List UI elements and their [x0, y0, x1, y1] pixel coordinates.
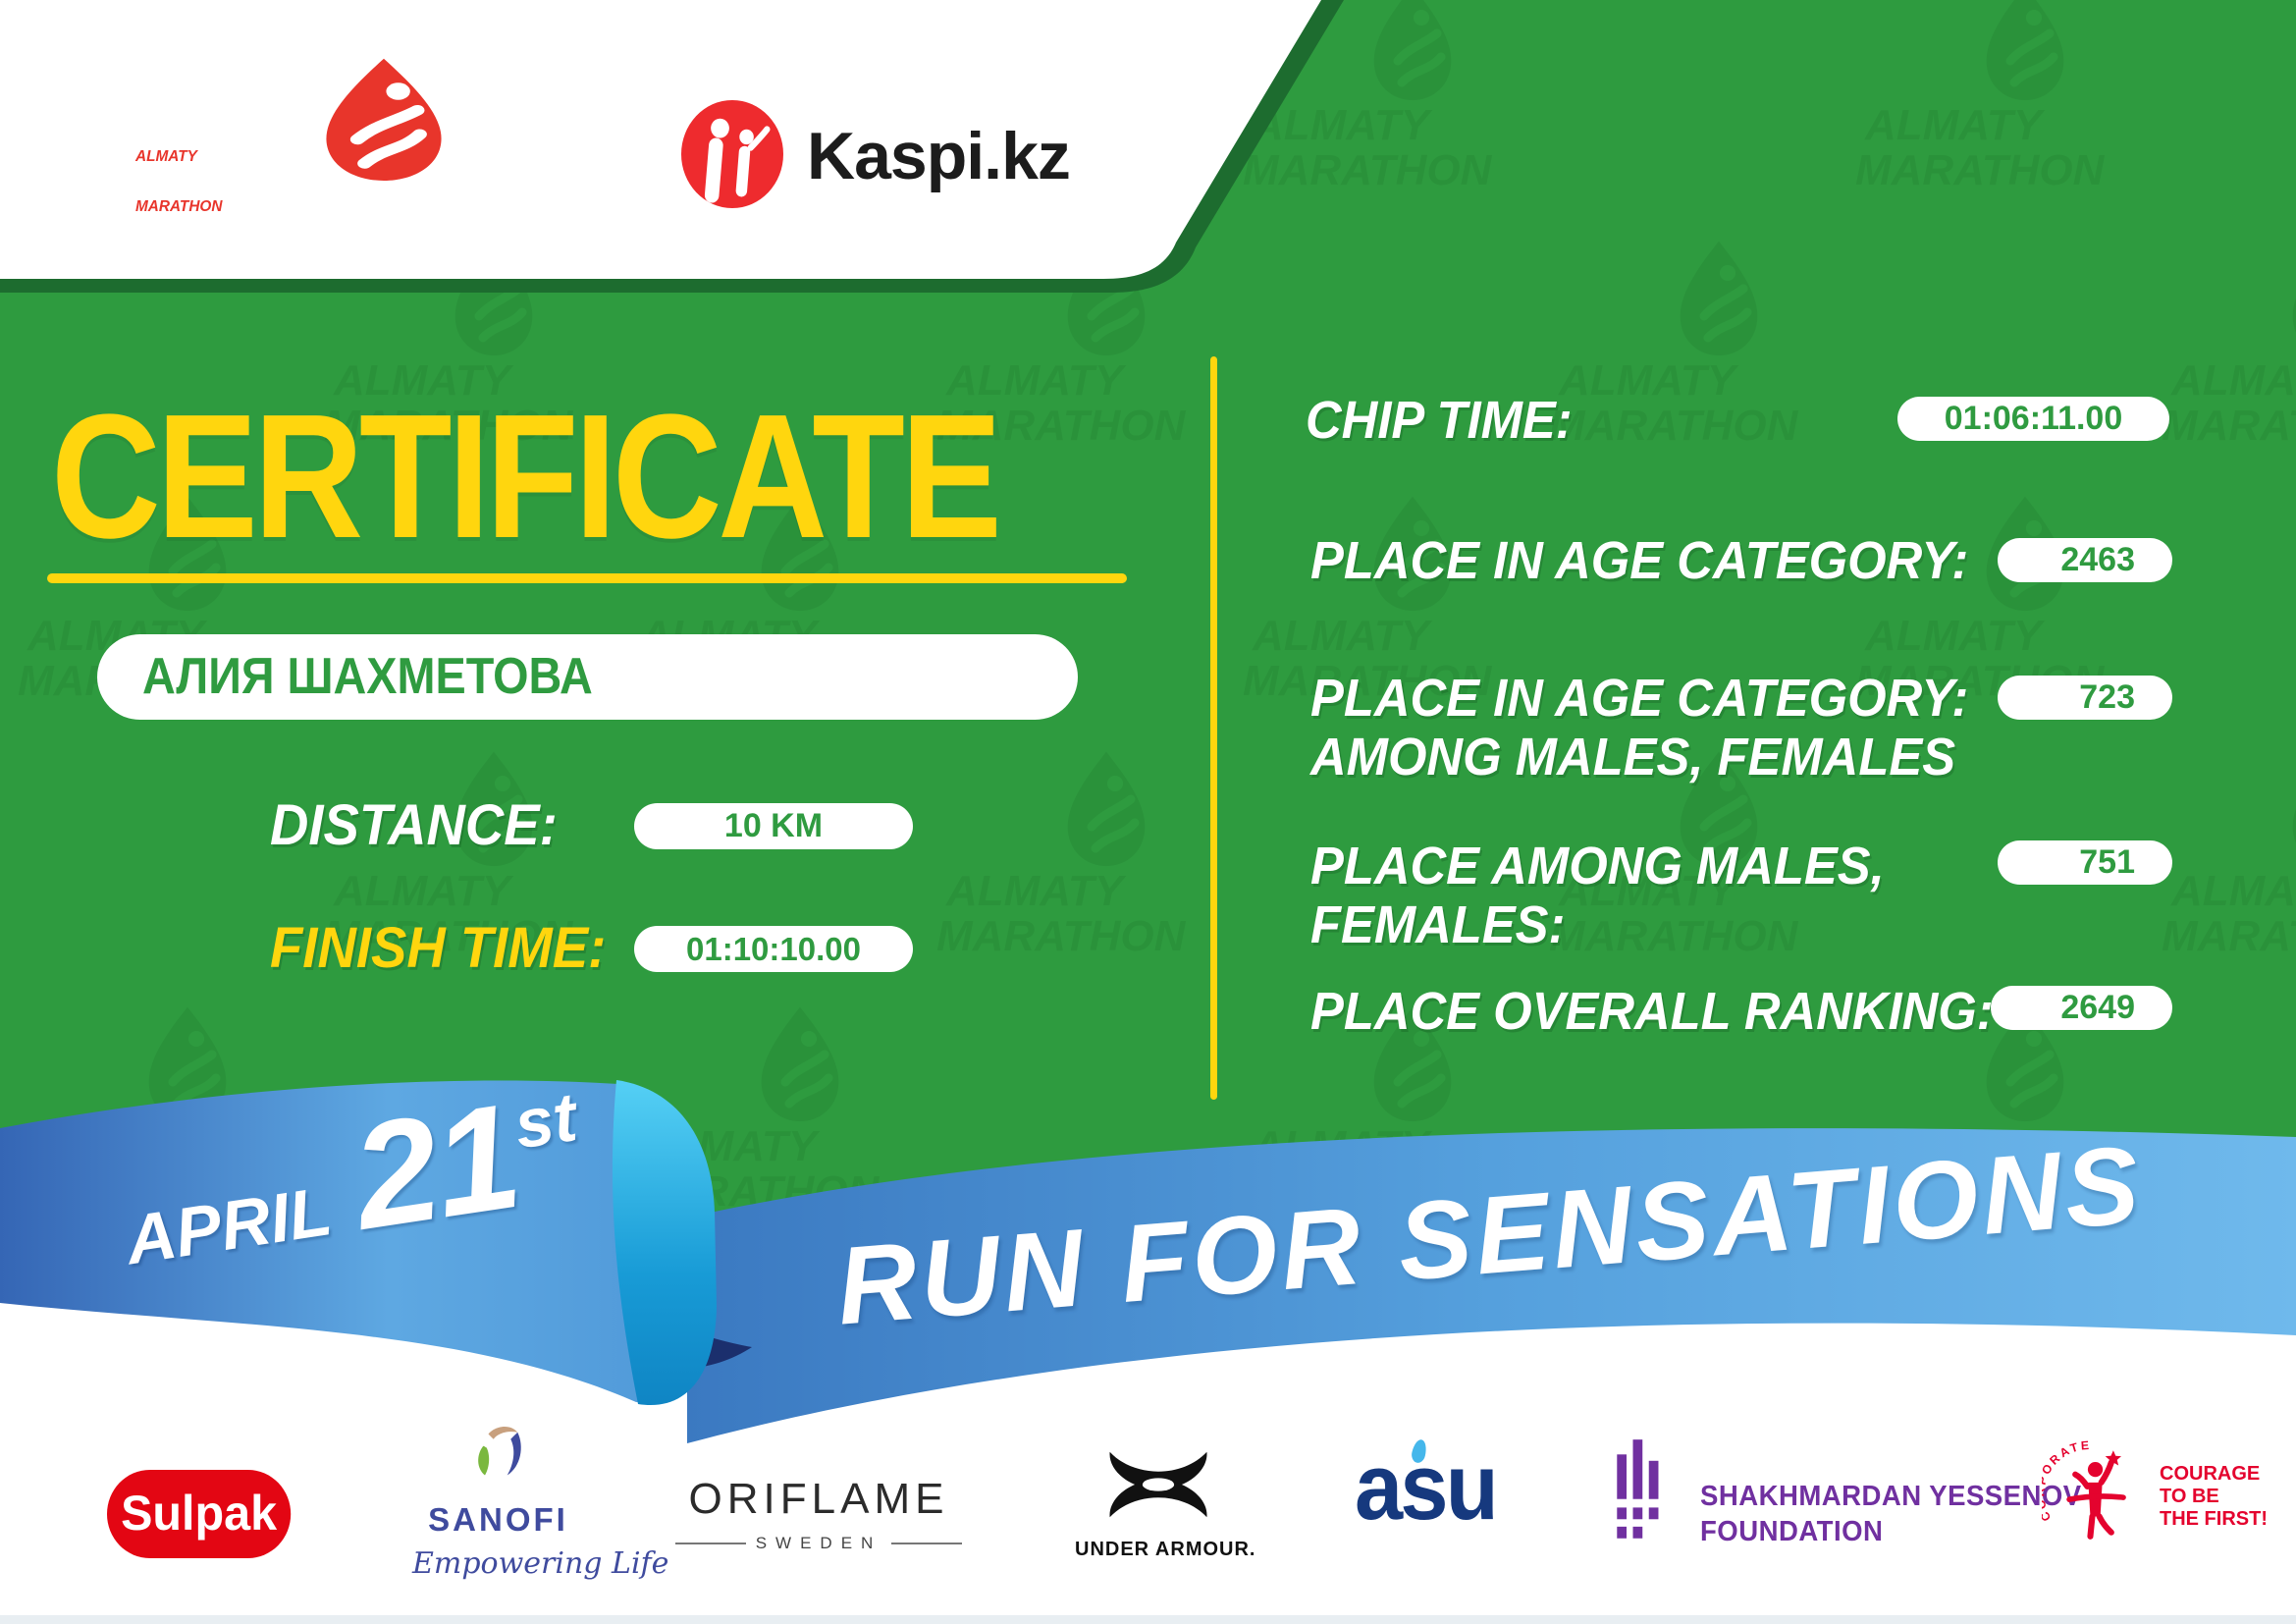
distance-label: DISTANCE: — [270, 793, 558, 857]
chip-time-value-box: 01:06:11.00 — [1897, 397, 2169, 441]
place-overall-value: 2649 — [2060, 989, 2135, 1026]
chip-time-value: 01:06:11.00 — [1944, 400, 2123, 437]
sponsor-under-armour-logo: UNDER ARMOUR. — [1075, 1447, 1256, 1561]
almaty-logo-line1: ALMATY — [135, 148, 197, 165]
yessenov-foundation-icon — [1617, 1439, 1659, 1539]
bottom-edge-strip — [0, 1615, 2296, 1624]
sponsor-sulpak-logo: Sulpak — [107, 1470, 292, 1558]
yessenov-line1: SHAKHMARDAN YESSENOV — [1700, 1481, 2082, 1512]
participant-name: АЛИЯ ШАХМЕТОВА — [142, 648, 593, 705]
place-age-category-gender-label: PLACE IN AGE CATEGORY: AMONG MALES, FEMA… — [1310, 669, 1969, 786]
under-armour-name: UNDER ARMOUR. — [1075, 1539, 1256, 1560]
place-age-category-gender-value: 723 — [2079, 678, 2135, 716]
title-underline — [47, 573, 1127, 583]
almaty-marathon-logo-icon — [326, 58, 442, 181]
under-armour-icon — [1109, 1451, 1207, 1518]
finish-time-value-box: 01:10:10.00 — [634, 926, 913, 972]
place-overall-label: PLACE OVERALL RANKING: — [1310, 982, 1994, 1041]
oriflame-subtitle-row: SWEDEN — [675, 1534, 962, 1553]
distance-value: 10 KM — [723, 807, 824, 844]
asu-name: asu — [1355, 1435, 1499, 1540]
kaspi-logo-icon — [681, 100, 783, 208]
courage-line1: COURAGE — [2160, 1463, 2261, 1485]
place-overall-value-box: 2649 — [1991, 986, 2172, 1030]
oriflame-country: SWEDEN — [755, 1534, 882, 1552]
finish-time-label: FINISH TIME: — [270, 916, 607, 980]
place-age-category-value-box: 2463 — [1998, 538, 2172, 582]
courage-line2: TO BE — [2160, 1486, 2219, 1507]
place-among-gender-value: 751 — [2079, 843, 2135, 881]
participant-name-box — [97, 634, 1078, 720]
corporate-fund-emblem: CORPORATE FUND — [2042, 1436, 2126, 1540]
sanofi-tagline: Empowering Life — [412, 1546, 669, 1581]
sponsor-sanofi-logo: SANOFI Empowering Life — [412, 1424, 669, 1581]
oriflame-left-rule — [675, 1543, 746, 1544]
chip-time-label: CHIP TIME: — [1306, 391, 1573, 450]
place-among-gender-value-box: 751 — [1998, 840, 2172, 885]
place-age-category-gender-value-box: 723 — [1998, 676, 2172, 720]
oriflame-right-rule — [891, 1543, 962, 1544]
place-age-category-label: PLACE IN AGE CATEGORY: — [1310, 531, 1969, 590]
kaspi-logo-text: Kaspi.kz — [807, 119, 1071, 193]
almaty-logo-line2: MARATHON — [135, 198, 223, 215]
sponsor-asu-logo: asu — [1355, 1434, 1499, 1542]
distance-value-box: 10 KM — [634, 803, 913, 849]
results-divider-line — [1210, 356, 1217, 1100]
event-date-day: 21 — [343, 1072, 529, 1262]
sanofi-name: SANOFI — [428, 1501, 568, 1538]
sanofi-bird-icon — [477, 1426, 521, 1476]
courage-line3: THE FIRST! — [2160, 1508, 2268, 1530]
event-date-suffix: st — [509, 1078, 582, 1164]
place-age-category-value: 2463 — [2060, 541, 2135, 578]
sponsor-corporate-fund-text: COURAGE TO BE THE FIRST! — [2160, 1463, 2268, 1531]
certificate-title: CERTIFICATE — [51, 378, 1002, 575]
oriflame-name: ORIFLAME — [688, 1475, 949, 1523]
yessenov-line2: FOUNDATION — [1700, 1516, 1884, 1547]
sponsor-yessenov-foundation: SHAKHMARDAN YESSENOV FOUNDATION — [1700, 1479, 2082, 1549]
ribbon-cyan-fold — [612, 1080, 717, 1406]
ribbon-left-band — [0, 1080, 707, 1403]
sponsor-oriflame-logo: ORIFLAME SWEDEN — [675, 1475, 962, 1553]
event-date-month: APRIL — [121, 1172, 337, 1279]
finish-time-value: 01:10:10.00 — [686, 931, 861, 967]
header-panel — [0, 0, 1321, 279]
place-among-gender-label: PLACE AMONG MALES, FEMALES: — [1310, 837, 1885, 954]
ribbon-right-band — [687, 1128, 2296, 1443]
almaty-marathon-logo-text: ALMATY MARATHON — [135, 132, 222, 232]
